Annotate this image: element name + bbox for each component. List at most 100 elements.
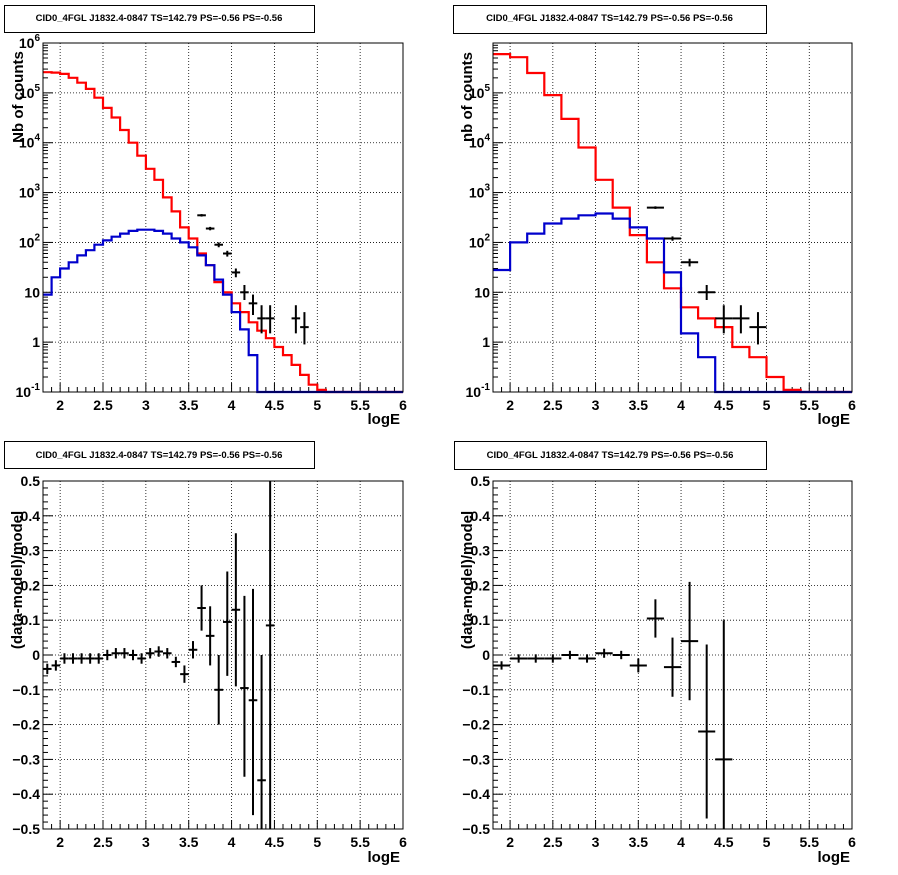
plot-frame — [42, 42, 404, 393]
data-point — [749, 312, 767, 345]
data-point — [197, 585, 206, 631]
y-tick-label: 104 — [19, 133, 41, 151]
data-point — [197, 214, 206, 217]
y-tick-label: −0.2 — [12, 717, 40, 733]
data-point — [128, 649, 138, 661]
x-tick-label: 3 — [142, 397, 150, 413]
y-tick-label: −0.1 — [462, 682, 490, 698]
title-box — [4, 441, 315, 469]
model-histogram — [493, 53, 852, 394]
y-tick-label: 0 — [32, 647, 40, 663]
data-point — [646, 599, 664, 638]
chart-title: CID0_4FGL J1832.4-0847 TS=142.79 PS=-0.5… — [36, 13, 283, 24]
y-axis-label: (data-model)/model — [459, 511, 476, 649]
data-point — [561, 650, 579, 660]
data-point — [240, 285, 249, 301]
x-tick-label: 2 — [506, 397, 514, 413]
data-point — [291, 305, 301, 334]
data-point — [171, 656, 181, 668]
data-point — [120, 648, 129, 659]
data-point — [51, 660, 61, 671]
x-tick-label: 4.5 — [265, 834, 285, 850]
data-point — [60, 653, 69, 664]
data-point — [85, 653, 95, 664]
x-axis-label: logE — [818, 411, 851, 428]
y-tick-label: −0.4 — [12, 786, 40, 802]
y-tick-label: 0.5 — [471, 473, 491, 489]
y-tick-label: 0.5 — [21, 473, 41, 489]
y-tick-label: 103 — [469, 183, 491, 201]
data-point — [223, 250, 232, 257]
x-tick-label: 5.5 — [350, 834, 370, 850]
data-point — [111, 648, 121, 659]
x-tick-label: 4 — [228, 834, 236, 850]
y-tick-label: −0.3 — [12, 751, 40, 767]
data-point — [493, 661, 511, 670]
data-point — [265, 305, 275, 334]
chart-title: CID0_4FGL J1832.4-0847 TS=142.79 PS=-0.5… — [486, 13, 733, 24]
data-point — [223, 571, 232, 676]
x-tick-label: 3.5 — [179, 834, 199, 850]
data-point — [68, 653, 78, 664]
x-tick-label: 6 — [848, 834, 856, 850]
x-tick-label: 2.5 — [543, 397, 563, 413]
x-tick-label: 2 — [506, 834, 514, 850]
data-point — [510, 654, 528, 663]
data-point — [43, 663, 52, 675]
data-point — [145, 648, 155, 659]
y-tick-label: 0.4 — [471, 508, 491, 524]
title-box — [4, 5, 315, 33]
y-tick-label: −0.3 — [462, 751, 490, 767]
y-tick-label: 0.3 — [471, 543, 491, 559]
chart-panel-4: CID0_4FGL J1832.4-0847 TS=142.79 PS=-0.5… — [454, 441, 856, 866]
x-tick-label: 3.5 — [629, 834, 649, 850]
x-tick-label: 5 — [763, 397, 771, 413]
data-point — [681, 581, 699, 701]
y-tick-label: 102 — [19, 232, 41, 250]
x-tick-label: 5.5 — [800, 397, 820, 413]
x-axis-label: logE — [368, 849, 401, 866]
data-point — [595, 648, 613, 658]
y-tick-label: 0.2 — [471, 577, 491, 593]
y-tick-label: 0 — [482, 647, 490, 663]
y-tick-label: −0.1 — [12, 682, 40, 698]
data-point — [77, 653, 86, 664]
y-tick-label: 0.1 — [471, 612, 491, 628]
data-point — [612, 650, 630, 660]
y-tick-label: 105 — [19, 83, 41, 101]
x-tick-label: 6 — [848, 397, 856, 413]
x-tick-label: 3.5 — [179, 397, 199, 413]
x-tick-label: 5.5 — [800, 834, 820, 850]
data-point — [154, 646, 163, 657]
data-point — [646, 206, 664, 209]
y-tick-label: 105 — [469, 83, 491, 101]
y-tick-label: −0.2 — [462, 717, 490, 733]
x-tick-label: 6 — [399, 834, 407, 850]
x-tick-label: 3.5 — [629, 397, 649, 413]
x-tick-label: 3 — [592, 834, 600, 850]
y-tick-label: 0.1 — [21, 612, 41, 628]
y-tick-label: −0.4 — [462, 786, 490, 802]
data-point — [681, 258, 699, 267]
data-point — [663, 236, 682, 241]
data-point — [715, 620, 733, 829]
data-point — [137, 653, 146, 664]
chart-panel-2: CID0_4FGL J1832.4-0847 TS=142.79 PS=-0.5… — [453, 5, 856, 428]
data-point — [240, 595, 249, 777]
y-tick-label: 10 — [474, 284, 490, 300]
x-axis-label: logE — [818, 849, 851, 866]
x-axis-label: logE — [368, 411, 401, 428]
chart-panel-1: CID0_4FGL J1832.4-0847 TS=142.79 PS=-0.5… — [4, 5, 407, 428]
data-point — [231, 533, 241, 687]
y-axis-label: nb of counts — [459, 52, 476, 142]
data-point — [300, 312, 309, 345]
plot-frame — [42, 480, 404, 830]
data-point — [94, 653, 103, 664]
y-tick-label: 1 — [32, 334, 40, 350]
title-box — [454, 441, 767, 470]
model-histogram — [43, 71, 403, 394]
y-axis-label: (data-model)/model — [9, 511, 26, 649]
x-tick-label: 2 — [56, 834, 64, 850]
x-tick-label: 6 — [399, 397, 407, 413]
